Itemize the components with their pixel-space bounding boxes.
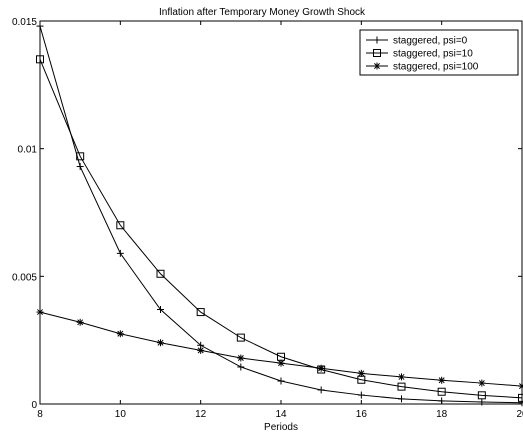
data-point: [36, 55, 44, 64]
legend-label: staggered, psi=100: [393, 62, 479, 73]
data-point: [236, 333, 245, 342]
data-point: [197, 346, 205, 354]
ticks-layer: 8 10 12 14 16 18 20 0 0.005 0.01 0.015: [12, 17, 523, 420]
data-point: [317, 364, 325, 372]
y-tick-label: 0.005: [12, 272, 37, 283]
x-tick-label: 14: [275, 409, 287, 420]
series-3: [36, 308, 523, 390]
x-tick-label: 8: [37, 409, 43, 420]
data-point: [116, 330, 124, 338]
data-point: [477, 391, 486, 400]
legend-item: staggered, psi=0: [366, 36, 468, 47]
legend-item: staggered, psi=100: [366, 62, 479, 73]
data-point: [277, 359, 285, 367]
data-point: [478, 398, 486, 406]
legend-label: staggered, psi=10: [393, 49, 473, 60]
legend: staggered, psi=0 staggered, psi=10 stagger…: [359, 29, 519, 76]
data-point: [397, 382, 406, 391]
series-line: [39, 59, 523, 399]
data-point: [156, 269, 165, 278]
legend-label: staggered, psi=0: [393, 36, 468, 47]
data-point: [357, 369, 365, 377]
data-point: [116, 221, 125, 230]
y-tick-label: 0.015: [12, 17, 37, 28]
legend-marker: [373, 36, 381, 44]
data-point: [478, 379, 486, 387]
plot-area: [39, 20, 523, 405]
data-point: [116, 249, 124, 257]
data-point: [317, 386, 325, 394]
y-tick-label: 0.01: [18, 145, 38, 156]
x-tick-label: 18: [436, 409, 448, 420]
data-point: [518, 382, 523, 390]
data-point: [157, 339, 164, 347]
data-point: [398, 395, 405, 403]
x-tick-label: 16: [356, 409, 368, 420]
data-point: [76, 318, 84, 326]
legend-marker: [373, 49, 381, 57]
data-point: [437, 387, 446, 396]
legend-marker: [373, 62, 381, 70]
data-point: [277, 377, 285, 385]
data-point: [357, 391, 365, 399]
data-point: [398, 373, 405, 381]
x-tick-label: 20: [516, 409, 523, 420]
data-point: [36, 308, 44, 316]
x-tick-label: 10: [115, 409, 127, 420]
data-point: [76, 152, 85, 161]
x-tick-label: 12: [195, 409, 207, 420]
data-point: [237, 354, 245, 362]
chart-title: Inflation after Temporary Money Growth S…: [159, 7, 366, 18]
x-axis-label: Periods: [264, 422, 298, 433]
data-point: [157, 306, 164, 314]
legend-item: staggered, psi=10: [366, 49, 473, 60]
data-point: [438, 376, 446, 384]
data-point: [196, 308, 205, 317]
data-point: [76, 163, 84, 171]
y-tick-label: 0: [31, 400, 37, 411]
data-point: [237, 363, 245, 371]
